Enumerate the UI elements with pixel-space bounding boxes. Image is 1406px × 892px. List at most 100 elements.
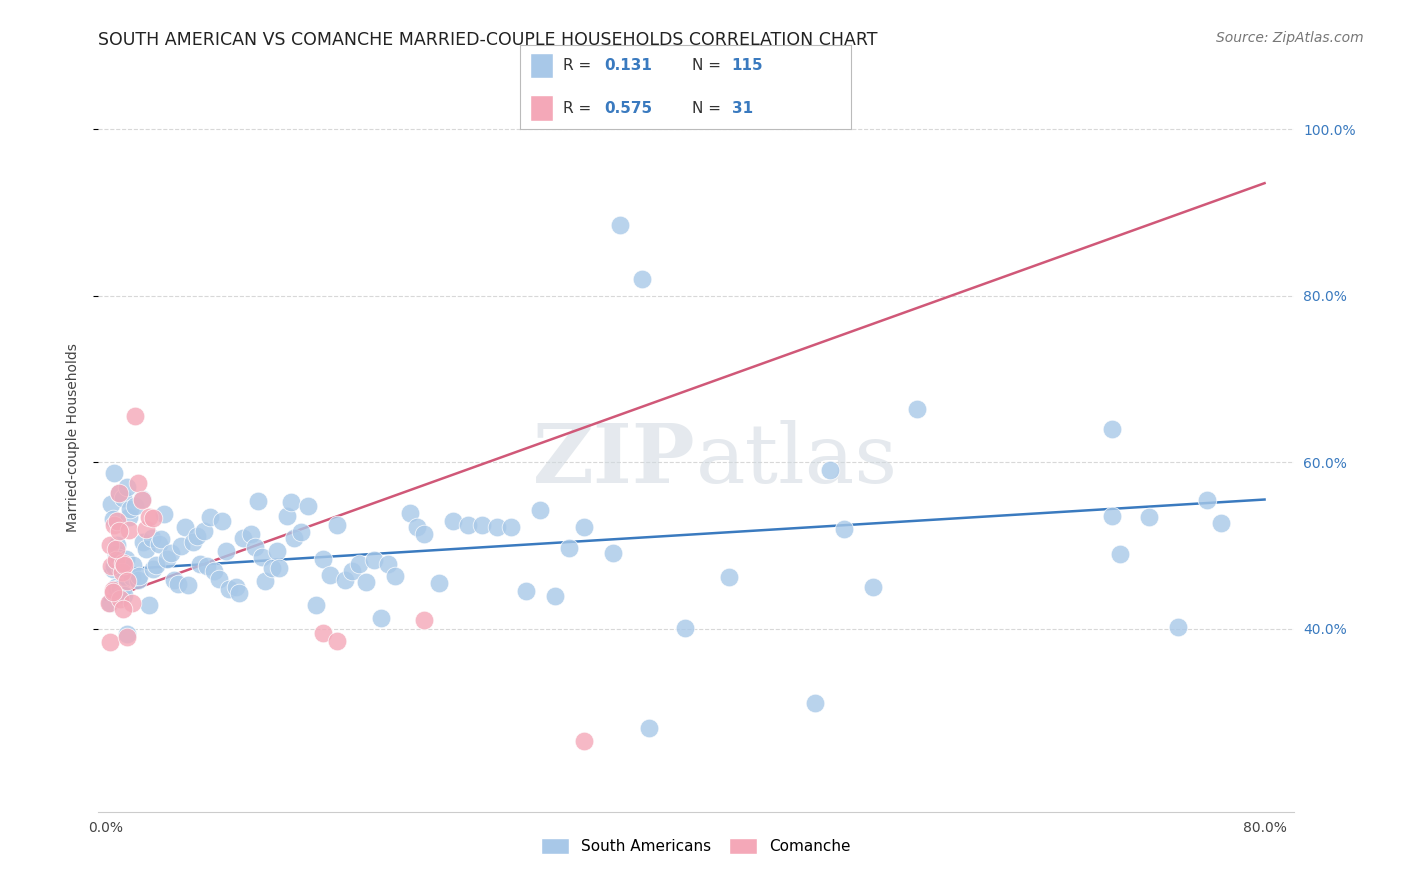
Point [427,576,450,591]
Point [211,514,233,528]
Point [117,630,139,644]
Point [1167,620,1189,634]
Point [544,590,567,604]
Point [117,627,139,641]
Point [101,512,124,526]
Point [107,524,129,538]
Bar [530,95,554,120]
Point [399,506,422,520]
Point [101,585,124,599]
Text: SOUTH AMERICAN VS COMANCHE MARRIED-COUPLE HOUSEHOLDS CORRELATION CHART: SOUTH AMERICAN VS COMANCHE MARRIED-COUPL… [98,31,877,49]
Point [155,551,177,566]
Point [253,574,276,588]
Point [118,523,141,537]
Point [98,538,121,552]
Point [120,502,142,516]
Point [181,534,204,549]
Point [107,486,129,500]
Point [501,520,523,534]
Point [630,272,652,286]
Point [312,552,335,566]
Point [103,517,125,532]
Point [1108,547,1130,561]
Point [177,578,200,592]
Point [326,634,349,648]
Point [115,552,138,566]
Text: Source: ZipAtlas.com: Source: ZipAtlas.com [1216,31,1364,45]
Point [152,507,174,521]
Point [305,598,328,612]
Point [138,598,160,612]
Point [673,621,696,635]
Point [132,535,155,549]
Text: ZIP: ZIP [533,419,696,500]
Point [122,558,145,572]
Point [347,557,370,571]
Point [117,574,139,589]
Point [406,520,429,534]
Point [515,583,537,598]
Point [141,531,163,545]
Point [333,574,356,588]
Point [170,539,193,553]
Point [131,492,153,507]
Point [572,734,595,748]
Point [105,514,128,528]
Point [297,499,319,513]
Point [135,542,157,557]
Point [356,575,378,590]
Point [110,566,132,580]
Point [283,531,305,545]
Point [340,564,363,578]
Point [834,522,856,536]
Text: 0.131: 0.131 [605,58,652,73]
Point [363,553,385,567]
Point [1137,510,1160,524]
Point [215,544,238,558]
Point [118,510,141,524]
Point [127,475,149,490]
Point [100,497,122,511]
Point [1195,492,1218,507]
Point [121,596,143,610]
Point [142,561,165,575]
Text: 0.575: 0.575 [605,101,652,116]
Point [1209,516,1232,531]
Point [104,547,127,561]
Text: N =: N = [692,58,725,73]
Point [108,560,131,574]
Point [124,499,146,513]
Point [108,581,131,595]
Point [193,524,215,539]
Point [558,541,581,556]
Point [112,556,135,570]
Point [225,580,247,594]
Point [266,544,288,558]
Point [112,602,135,616]
Point [1101,422,1123,436]
Point [312,625,335,640]
Point [145,558,167,572]
Point [717,570,740,584]
Point [98,635,121,649]
Point [112,491,135,505]
Point [441,514,464,528]
Point [101,562,124,576]
Point [413,613,436,627]
Point [804,697,827,711]
Point [243,541,266,555]
Text: R =: R = [564,58,596,73]
Point [135,522,157,536]
Point [100,558,122,573]
Point [167,577,190,591]
Text: atlas: atlas [696,419,898,500]
Point [262,560,284,574]
Point [101,582,124,597]
Point [108,592,131,607]
Point [97,596,120,610]
Point [149,533,172,547]
Point [208,572,231,586]
Point [862,580,884,594]
Point [638,722,661,736]
Point [276,509,298,524]
